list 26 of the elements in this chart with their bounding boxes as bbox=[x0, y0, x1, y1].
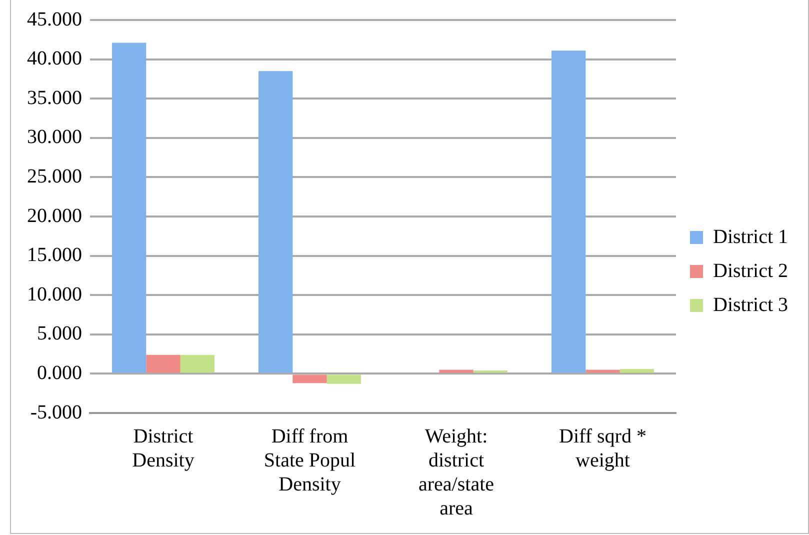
bar bbox=[292, 374, 327, 384]
legend-label: District 2 bbox=[713, 260, 788, 282]
y-tick-label: -5.000 bbox=[30, 401, 82, 424]
y-tick-label: 25.000 bbox=[27, 165, 82, 188]
y-tick-label: 35.000 bbox=[27, 86, 82, 109]
legend-label: District 1 bbox=[713, 226, 788, 248]
x-tick-label: District Density bbox=[132, 425, 194, 472]
y-tick-label: 0.000 bbox=[37, 362, 82, 384]
bar bbox=[551, 50, 586, 373]
legend-label: District 3 bbox=[713, 294, 788, 316]
bar bbox=[180, 354, 215, 373]
y-tick-label: 10.000 bbox=[27, 283, 82, 306]
y-tick-label: 20.000 bbox=[27, 204, 82, 227]
bar bbox=[326, 374, 362, 384]
bar bbox=[146, 354, 180, 373]
x-tick-label: Diff from State Popul Density bbox=[264, 425, 356, 496]
bar bbox=[112, 42, 146, 373]
y-tick-label: 40.000 bbox=[27, 48, 82, 70]
x-tick-label: Weight: district area/state area bbox=[418, 425, 494, 520]
x-tick-label: Diff sqrd * weight bbox=[559, 425, 646, 472]
y-tick-label: 30.000 bbox=[27, 126, 82, 148]
bar bbox=[258, 71, 293, 373]
y-tick-label: 45.000 bbox=[27, 8, 82, 30]
y-tick-label: 15.000 bbox=[27, 244, 82, 266]
bar bbox=[620, 368, 654, 373]
y-tick-label: 5.000 bbox=[37, 322, 82, 345]
